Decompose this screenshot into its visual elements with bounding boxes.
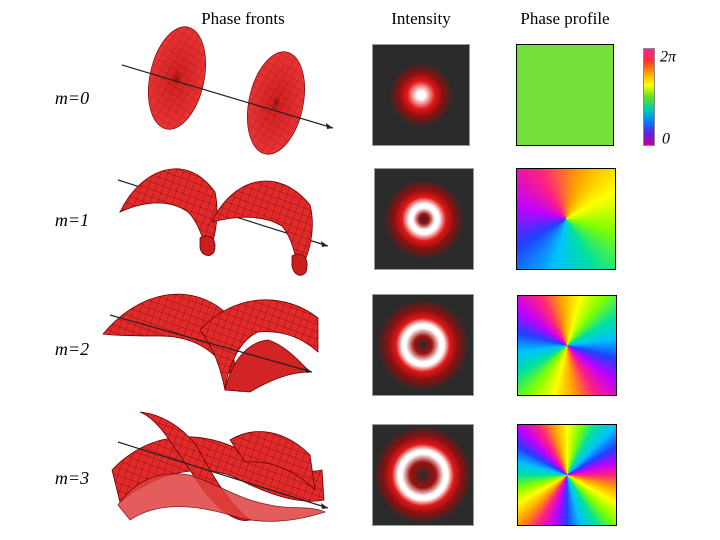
row-label: m=3 [55, 468, 89, 488]
intensity-m2 [372, 294, 474, 396]
phase-front-m2 [102, 293, 319, 393]
intensity-m3 [372, 424, 474, 526]
phase-front-m3 [111, 411, 329, 522]
column-header: Phase fronts [201, 9, 285, 28]
phase-front-m1 [117, 168, 329, 276]
colorbar-label: 0 [662, 131, 670, 148]
colorbar-label: 2π [660, 49, 677, 66]
phase-m0 [516, 44, 614, 146]
row-label: m=2 [55, 339, 89, 359]
phase-m2 [517, 295, 617, 396]
row-label: m=1 [55, 210, 89, 230]
intensity-m0 [372, 44, 470, 146]
phase-front-m0 [121, 26, 334, 155]
column-header: Intensity [391, 9, 451, 28]
colorbar [643, 48, 655, 146]
row-label: m=0 [55, 88, 89, 108]
column-header: Phase profile [520, 9, 609, 28]
phase-m1 [516, 168, 616, 270]
phase-m3 [517, 424, 617, 526]
intensity-m1 [374, 168, 474, 270]
